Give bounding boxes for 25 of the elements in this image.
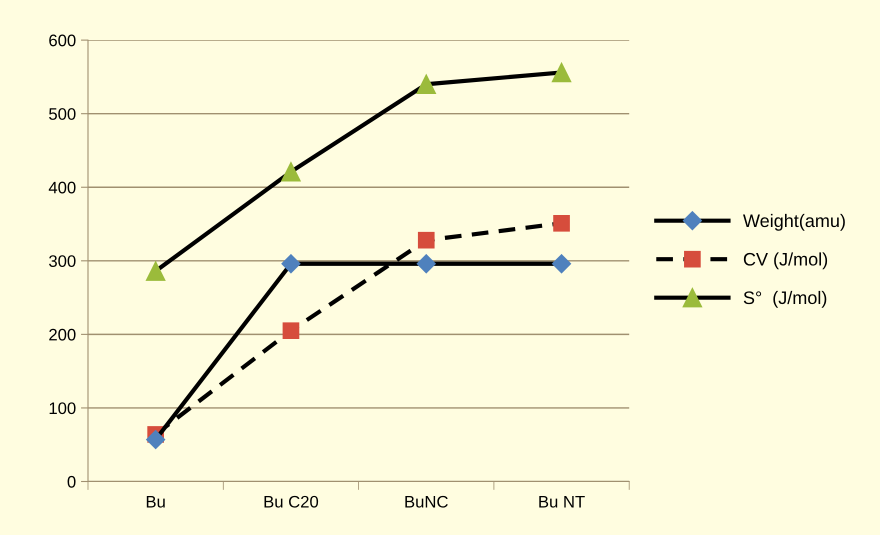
y-tick-label: 600: [49, 34, 76, 46]
point: [281, 162, 301, 182]
point: [416, 74, 436, 94]
point: [418, 232, 435, 249]
point: [282, 322, 300, 340]
y-tick-label: 300: [49, 255, 76, 268]
y-tick-label: 100: [50, 402, 76, 414]
y-tick-label: 400: [48, 182, 76, 194]
point: [552, 254, 572, 274]
y-tick-label: 0: [68, 476, 76, 488]
legend-label: Weight(amu): [743, 214, 845, 231]
point: [281, 254, 300, 274]
y-tick-label: 200: [49, 328, 76, 341]
legend-label: CV (J/mol): [744, 252, 828, 270]
point: [552, 62, 572, 82]
y-tick-label: 500: [49, 108, 76, 120]
x-tick-label: Bu NT: [539, 496, 585, 508]
point: [416, 254, 436, 274]
legend-label: S° (J/mol): [744, 290, 826, 308]
x-tick-label: Bu: [146, 496, 165, 508]
point: [553, 214, 570, 232]
x-tick-label: BuNC: [405, 496, 448, 508]
point: [146, 261, 166, 281]
x-tick-label: Bu C20: [264, 496, 318, 508]
point: [146, 430, 166, 450]
